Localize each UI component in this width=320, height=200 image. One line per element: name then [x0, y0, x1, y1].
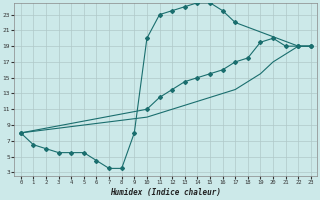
X-axis label: Humidex (Indice chaleur): Humidex (Indice chaleur) — [110, 188, 221, 197]
